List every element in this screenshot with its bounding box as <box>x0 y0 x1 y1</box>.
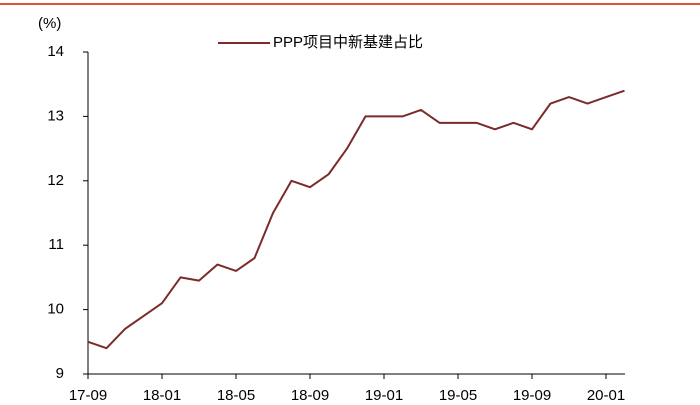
x-tick-label: 19-05 <box>439 387 477 404</box>
x-tick-label: 19-09 <box>513 387 551 404</box>
legend-label: PPP项目中新基建占比 <box>273 34 423 51</box>
y-unit-label: (%) <box>38 15 61 32</box>
y-tick-label: 10 <box>47 301 64 318</box>
y-tick-label: 11 <box>48 236 64 253</box>
x-tick-label: 20-01 <box>587 387 625 404</box>
x-tick-label: 19-01 <box>365 387 403 404</box>
x-tick-label: 18-05 <box>217 387 255 404</box>
y-tick-label: 9 <box>56 365 64 382</box>
line-series <box>87 89 625 350</box>
y-tick-label: 14 <box>47 43 64 60</box>
x-tick-label: 17-09 <box>69 387 107 404</box>
x-tick-label: 18-09 <box>291 387 329 404</box>
x-tick-label: 18-01 <box>143 387 181 404</box>
y-tick-label: 13 <box>47 107 64 124</box>
y-tick-label: 12 <box>47 172 64 189</box>
